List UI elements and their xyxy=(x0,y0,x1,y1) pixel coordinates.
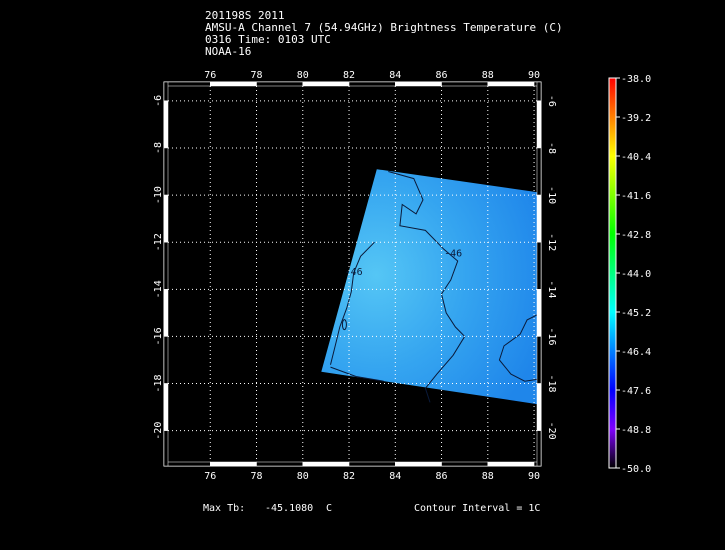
colorbar-tick-label: -39.2 xyxy=(621,113,651,124)
y-tick-label-right: -6 xyxy=(546,95,557,107)
y-tick-label-right: -12 xyxy=(546,233,557,251)
contour-line xyxy=(330,241,375,365)
colorbar-tick-label: -45.2 xyxy=(621,308,651,319)
frame-bar-left xyxy=(163,289,169,337)
y-tick-label-left: -16 xyxy=(153,327,164,345)
contour-line xyxy=(498,312,541,382)
colorbar xyxy=(608,77,617,469)
x-tick-label-bottom: 80 xyxy=(297,471,309,482)
x-tick-label-bottom: 90 xyxy=(528,471,540,482)
header-line-time: 0316 Time: 0103 UTC xyxy=(205,33,331,46)
frame-bar-bottom xyxy=(163,461,211,467)
frame-bar-left xyxy=(163,81,169,102)
y-tick-label-left: -20 xyxy=(153,422,164,440)
frame-bar-left xyxy=(163,383,169,431)
y-tick-label-left: -12 xyxy=(153,233,164,251)
x-tick-label-top: 78 xyxy=(250,70,262,81)
x-tick-label-bottom: 82 xyxy=(343,471,355,482)
max-tb-label: Max Tb: xyxy=(203,503,246,514)
frame-bar-bottom xyxy=(395,461,442,467)
frame-bar-right xyxy=(536,100,542,149)
frame-bar-right xyxy=(536,289,542,337)
colorbar-tick-label: -40.4 xyxy=(621,152,651,163)
data-swath xyxy=(321,169,541,405)
x-tick-label-top: 76 xyxy=(204,70,216,81)
contour-interval: Contour Interval = 1C xyxy=(414,503,541,514)
y-tick-label-right: -10 xyxy=(546,186,557,204)
contour-line xyxy=(341,319,347,331)
colorbar-tick-label: -44.0 xyxy=(621,269,651,280)
frame-bar-bottom xyxy=(256,461,304,467)
max-tb-unit: C xyxy=(326,503,333,514)
frame-bar-right xyxy=(536,81,542,102)
colorbar-tick-label: -38.0 xyxy=(621,74,651,85)
frame-bar-top xyxy=(348,81,396,87)
x-tick-label-top: 80 xyxy=(297,70,309,81)
frame-bar-top xyxy=(302,81,350,87)
header-line-satellite: NOAA-16 xyxy=(205,45,252,58)
frame-bar-left xyxy=(163,430,169,467)
contour-line xyxy=(388,171,466,403)
frame-bar-top xyxy=(210,81,257,87)
colorbar-tick-label: -50.0 xyxy=(621,464,651,475)
frame-bar-right xyxy=(536,241,542,290)
frame-bar-left xyxy=(163,147,169,196)
x-tick-label-top: 86 xyxy=(436,70,448,81)
frame-bar-left xyxy=(163,241,169,290)
frame-bar-bottom xyxy=(348,461,396,467)
header-line-id: 201198S 2011 xyxy=(205,9,285,22)
y-tick-label-left: -8 xyxy=(153,142,164,154)
x-tick-label-top: 90 xyxy=(528,70,540,81)
y-tick-label-right: -18 xyxy=(546,375,557,393)
y-tick-label-right: -8 xyxy=(546,142,557,154)
contour-line xyxy=(330,366,384,382)
colorbar-tick-label: -46.4 xyxy=(621,347,651,358)
frame-bar-right xyxy=(536,430,542,467)
contour-label: -46 xyxy=(444,248,462,259)
contour-label: -46 xyxy=(345,267,363,278)
colorbar-tick-label: -47.6 xyxy=(621,386,651,397)
x-tick-label-top: 82 xyxy=(343,70,355,81)
frame-bar-right xyxy=(536,383,542,431)
frame-bar-bottom xyxy=(487,461,535,467)
y-tick-label-left: -18 xyxy=(153,375,164,393)
y-tick-label-right: -20 xyxy=(546,422,557,440)
chart-header: 201198S 2011 AMSU-A Channel 7 (54.94GHz)… xyxy=(205,10,563,58)
colorbar-tick-label: -42.8 xyxy=(621,230,651,241)
frame-bar-top xyxy=(256,81,304,87)
frame-bar-top xyxy=(395,81,442,87)
y-tick-label-right: -14 xyxy=(546,280,557,298)
y-tick-label-left: -14 xyxy=(153,280,164,298)
x-tick-label-bottom: 84 xyxy=(389,471,401,482)
x-tick-label-bottom: 86 xyxy=(436,471,448,482)
max-tb-value: -45.1080 xyxy=(265,503,314,514)
frame-bar-bottom xyxy=(210,461,257,467)
frame-bar-top xyxy=(487,81,535,87)
frame-bar-right xyxy=(536,336,542,384)
colorbar-tick-label: -48.8 xyxy=(621,425,651,436)
y-tick-label-left: -10 xyxy=(153,186,164,204)
x-tick-label-top: 84 xyxy=(389,70,401,81)
frame-bar-right xyxy=(536,147,542,196)
frame-bar-bottom xyxy=(302,461,350,467)
frame-bar-top xyxy=(163,81,211,87)
colorbar-tick-label: -41.6 xyxy=(621,191,651,202)
frame-bar-left xyxy=(163,194,169,243)
frame-bar-left xyxy=(163,100,169,149)
frame-bar-bottom xyxy=(441,461,489,467)
x-tick-label-bottom: 76 xyxy=(204,471,216,482)
frame-bar-right xyxy=(536,194,542,243)
header-line-title: AMSU-A Channel 7 (54.94GHz) Brightness T… xyxy=(205,21,563,34)
x-tick-label-bottom: 78 xyxy=(250,471,262,482)
frame-bar-top xyxy=(441,81,489,87)
x-tick-label-bottom: 88 xyxy=(482,471,494,482)
x-tick-label-top: 88 xyxy=(482,70,494,81)
frame-bar-left xyxy=(163,336,169,384)
y-tick-label-left: -6 xyxy=(153,95,164,107)
y-tick-label-right: -16 xyxy=(546,327,557,345)
